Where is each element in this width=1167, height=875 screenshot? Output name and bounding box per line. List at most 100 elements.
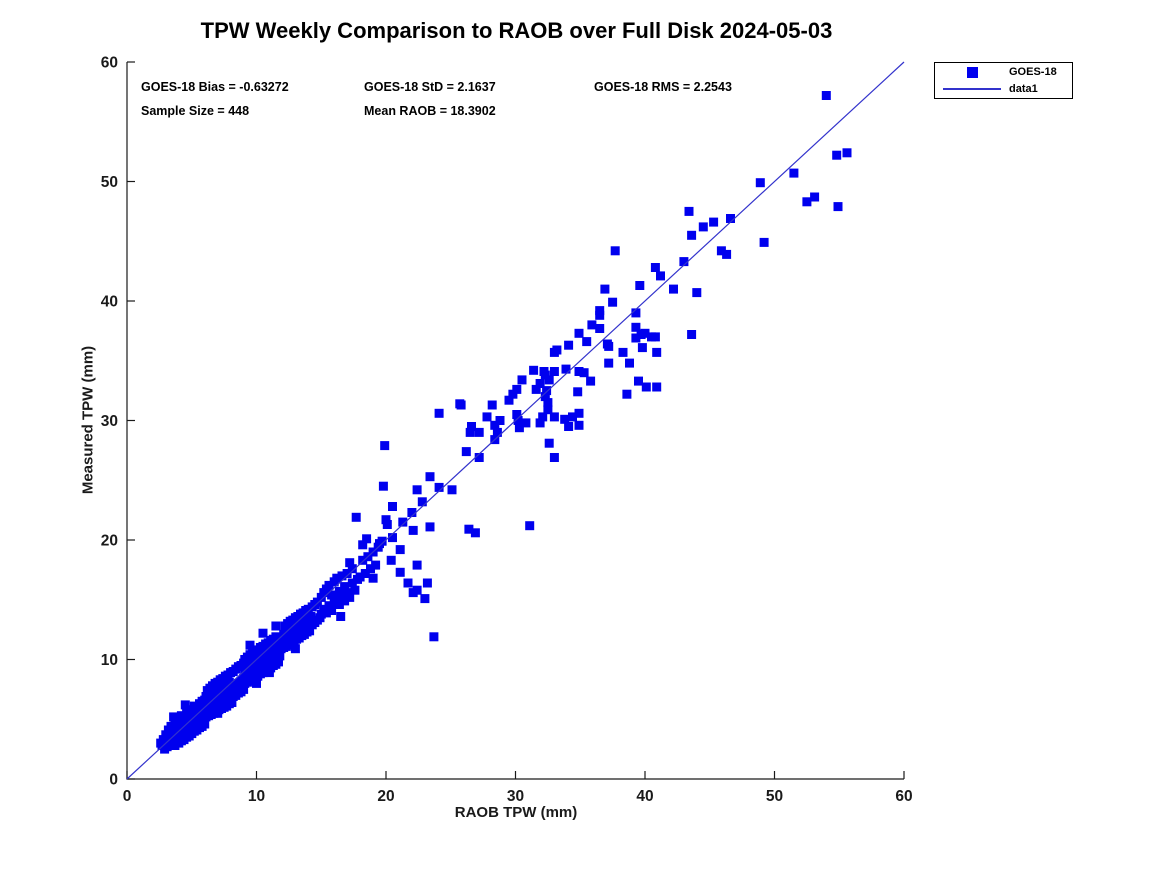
data-point bbox=[513, 416, 523, 425]
data-point bbox=[327, 606, 337, 615]
data-point bbox=[324, 601, 334, 611]
data-point bbox=[258, 628, 268, 638]
data-point bbox=[447, 485, 457, 495]
legend-square-marker-icon bbox=[966, 66, 978, 78]
data-point bbox=[652, 382, 662, 392]
data-point bbox=[652, 347, 662, 357]
data-point bbox=[425, 472, 435, 482]
data-point bbox=[388, 502, 397, 511]
x-tick-label: 50 bbox=[766, 788, 783, 805]
data-point bbox=[429, 632, 439, 642]
data-point bbox=[334, 600, 344, 609]
data-point bbox=[833, 202, 843, 212]
data-point bbox=[512, 384, 522, 394]
data-point bbox=[679, 257, 689, 267]
data-point bbox=[574, 420, 584, 430]
identity-line bbox=[126, 61, 905, 780]
data-point bbox=[692, 288, 702, 298]
data-point bbox=[360, 569, 370, 578]
data-point bbox=[573, 387, 583, 397]
data-point bbox=[789, 168, 799, 178]
stat-rms: GOES-18 RMS = 2.2543 bbox=[594, 80, 732, 94]
data-point bbox=[342, 588, 352, 598]
data-point bbox=[474, 453, 484, 462]
data-point bbox=[362, 534, 372, 544]
y-axis-label: Measured TPW (mm) bbox=[79, 345, 97, 495]
data-point bbox=[650, 263, 660, 272]
data-point bbox=[316, 592, 326, 602]
x-tick-label: 20 bbox=[377, 788, 394, 805]
data-point bbox=[504, 395, 514, 405]
data-point bbox=[312, 597, 322, 607]
data-point bbox=[252, 678, 261, 688]
data-point bbox=[687, 330, 697, 339]
data-point bbox=[832, 150, 842, 160]
data-point bbox=[610, 246, 620, 256]
data-point bbox=[239, 684, 249, 694]
data-point bbox=[350, 585, 360, 595]
data-point bbox=[381, 515, 391, 525]
y-tick-label: 30 bbox=[101, 413, 118, 430]
data-point bbox=[641, 382, 651, 392]
data-point bbox=[434, 408, 444, 418]
data-point bbox=[368, 573, 378, 583]
data-point bbox=[495, 416, 505, 425]
data-point bbox=[358, 555, 368, 565]
x-tick-label: 40 bbox=[636, 788, 653, 805]
data-point bbox=[631, 333, 641, 343]
data-point bbox=[465, 427, 475, 437]
data-point bbox=[637, 343, 647, 353]
legend-label: GOES-18 bbox=[1009, 66, 1057, 78]
data-point bbox=[305, 626, 315, 636]
data-point bbox=[574, 328, 584, 338]
data-point bbox=[275, 651, 285, 661]
data-point bbox=[579, 368, 589, 378]
data-point bbox=[635, 281, 645, 290]
data-point bbox=[200, 719, 210, 729]
data-point bbox=[264, 668, 274, 678]
data-point bbox=[274, 657, 283, 667]
data-point bbox=[631, 308, 641, 318]
data-point bbox=[600, 284, 610, 294]
data-point bbox=[386, 555, 396, 565]
data-point bbox=[336, 612, 346, 621]
data-point bbox=[290, 644, 300, 654]
data-point bbox=[582, 337, 592, 347]
data-point bbox=[358, 540, 368, 550]
data-point bbox=[517, 375, 527, 385]
data-point bbox=[213, 708, 223, 718]
x-axis-label: RAOB TPW (mm) bbox=[454, 804, 578, 821]
data-point bbox=[508, 389, 518, 399]
data-point bbox=[271, 621, 281, 631]
data-point bbox=[656, 271, 665, 281]
data-point bbox=[412, 585, 422, 595]
data-point bbox=[487, 400, 497, 410]
data-point bbox=[412, 560, 422, 570]
data-point bbox=[574, 408, 584, 418]
y-tick-label: 40 bbox=[101, 294, 118, 311]
data-point bbox=[340, 582, 350, 592]
data-point bbox=[549, 367, 559, 376]
data-point bbox=[347, 564, 357, 574]
data-point bbox=[647, 332, 656, 342]
data-point bbox=[755, 178, 765, 188]
data-point bbox=[604, 358, 614, 368]
data-point bbox=[687, 230, 697, 240]
data-point bbox=[321, 608, 331, 618]
data-point bbox=[564, 340, 574, 350]
data-point bbox=[464, 524, 474, 534]
data-point bbox=[535, 418, 545, 428]
data-point bbox=[821, 91, 831, 100]
data-point bbox=[395, 567, 405, 577]
legend-item-goes-18: GOES-18 bbox=[935, 64, 1072, 80]
data-point bbox=[622, 389, 632, 399]
stat-std: GOES-18 StD = 2.1637 bbox=[364, 80, 496, 94]
data-point bbox=[540, 392, 550, 402]
data-point bbox=[417, 497, 427, 507]
data-point bbox=[698, 222, 708, 232]
data-point bbox=[631, 322, 641, 332]
data-point bbox=[561, 364, 571, 374]
y-tick-label: 0 bbox=[109, 772, 118, 789]
data-point bbox=[759, 237, 769, 247]
data-point bbox=[375, 539, 384, 549]
